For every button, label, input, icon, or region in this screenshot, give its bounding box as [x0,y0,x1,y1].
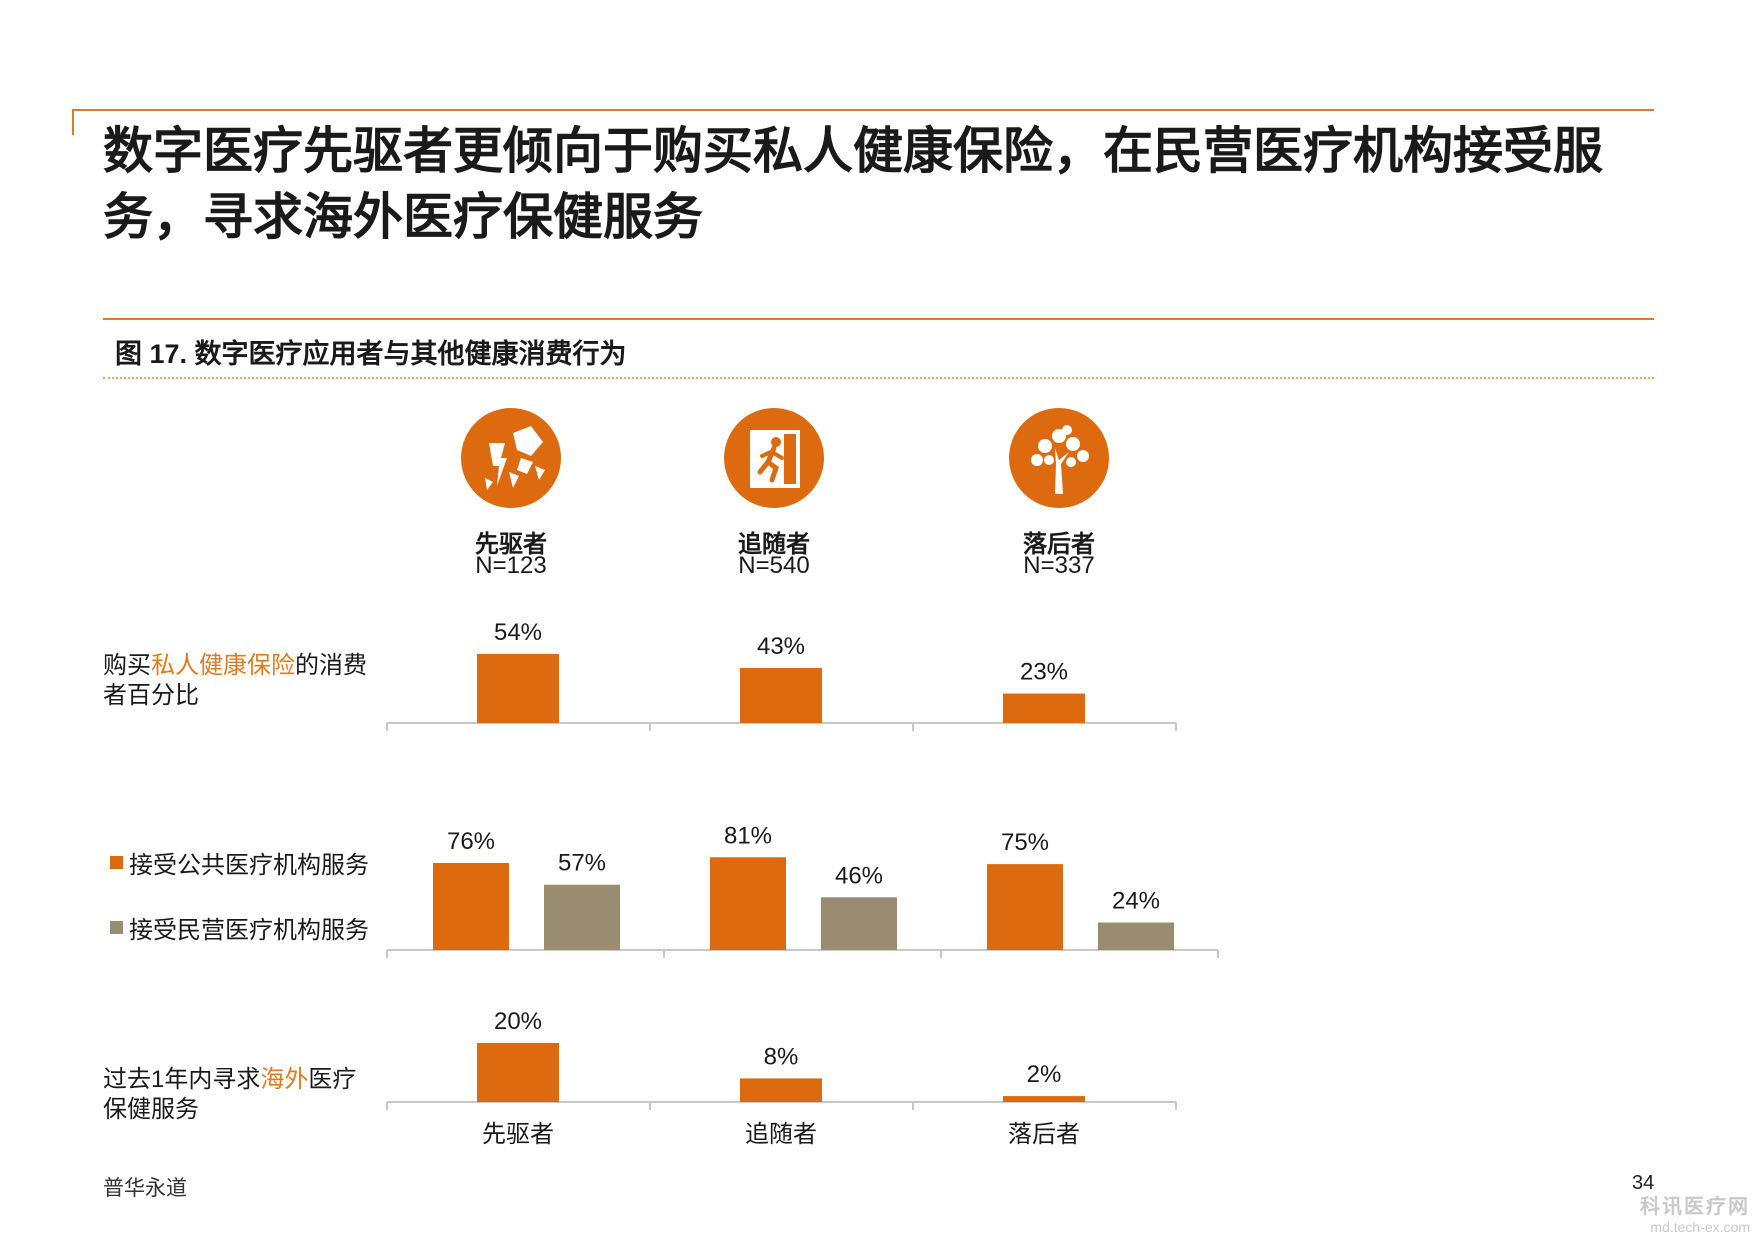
footer-brand: 普华永道 [103,1176,187,1200]
top-rule [72,109,1654,111]
bar-private [544,884,620,950]
tree-icon [1009,408,1109,508]
row-label-insurance: 购买私人健康保险的消费 者百分比 [103,652,367,709]
category-header-name: 先驱者 [475,531,547,558]
bar-private [821,897,897,950]
page-title-line-2: 务，寻求海外医疗保健服务 [103,189,703,245]
top-rule-tick [72,109,74,135]
row-label-overseas: 过去1年内寻求海外医疗 保健服务 [103,1066,357,1123]
watermark-title: 科讯医疗网 [1640,1196,1750,1218]
figure-rule [103,318,1654,320]
data-label-private: 24% [1112,888,1160,915]
x-tick-label: 追随者 [745,1121,817,1148]
figure-dotted-rule [103,377,1654,379]
legend: 接受公共医疗机构服务 接受民营医疗机构服务 [110,845,369,945]
watermark: 科讯医疗网 md.tech-ex.com [1600,1190,1750,1235]
data-label-insurance: 23% [1020,659,1068,686]
category-header-n: N=123 [475,552,547,579]
data-label-public: 75% [1001,829,1049,856]
figure-title: 图 17. 数字医疗应用者与其他健康消费行为 [115,339,627,369]
data-label-private: 46% [835,862,883,889]
category-header-n: N=337 [1023,552,1095,579]
category-header-n: N=540 [738,552,810,579]
x-tick-label: 落后者 [1008,1121,1080,1148]
category-header-name: 落后者 [1023,531,1095,558]
data-label-private: 57% [558,850,606,877]
bar-insurance [740,667,822,723]
bar-public [987,864,1063,950]
bar-insurance [477,653,559,723]
data-label-insurance: 43% [757,633,805,660]
x-tick-label: 先驱者 [482,1121,554,1148]
data-label-overseas: 2% [1027,1061,1062,1088]
data-label-overseas: 8% [764,1043,799,1070]
page-number: 34 [1632,1172,1655,1194]
data-label-public: 81% [724,822,772,849]
bar-overseas [1003,1096,1085,1102]
exit-running-man-icon [724,408,824,508]
category-header-name: 追随者 [738,531,810,558]
legend-item-public: 接受公共医疗机构服务 [110,845,369,880]
page-title-line-1: 数字医疗先驱者更倾向于购买私人健康保险，在民营医疗机构接受服 [103,123,1603,179]
broken-wall-icon [461,408,561,508]
bar-insurance [1003,693,1085,723]
data-label-insurance: 54% [494,619,542,646]
bar-overseas [740,1078,822,1102]
legend-item-private: 接受民营医疗机构服务 [110,910,369,945]
legend-swatch-private [110,921,123,934]
bar-private [1098,922,1174,950]
watermark-url: md.tech-ex.com [1650,1219,1750,1235]
bar-public [433,862,509,950]
legend-swatch-public [110,856,123,869]
data-label-overseas: 20% [494,1008,542,1035]
page-title: 数字医疗先驱者更倾向于购买私人健康保险，在民营医疗机构接受服 务，寻求海外医疗保… [103,118,1663,250]
bar-overseas [477,1043,559,1102]
bar-public [710,857,786,950]
data-label-public: 76% [447,828,495,855]
